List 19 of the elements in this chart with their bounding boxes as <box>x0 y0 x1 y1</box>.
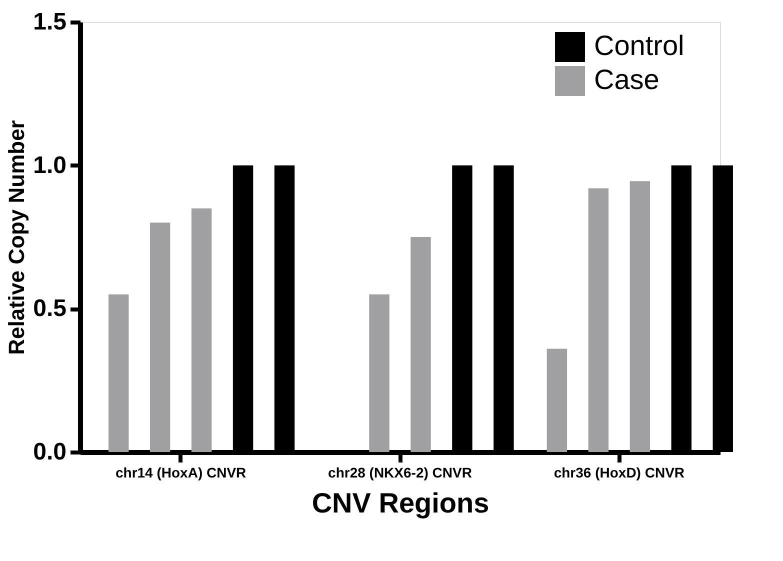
y-tick-label: 1.0 <box>33 152 66 179</box>
bar <box>191 208 212 452</box>
x-tick-label: chr28 (NKX6-2) CNVR <box>328 464 472 480</box>
y-axis-title: Relative Copy Number <box>4 120 30 355</box>
legend-label: Control <box>594 30 684 61</box>
bar <box>108 294 129 452</box>
bar <box>588 188 609 452</box>
legend-label: Case <box>594 64 660 95</box>
bar <box>410 237 431 452</box>
y-tick-label: 1.5 <box>33 8 66 36</box>
x-tick-label: chr14 (HoxA) CNVR <box>115 464 246 480</box>
bar <box>369 294 390 452</box>
bar <box>546 348 568 452</box>
bar <box>630 181 650 452</box>
y-tick-label: 0.0 <box>33 438 66 466</box>
x-axis-title: CNV Regions <box>312 488 490 518</box>
x-tick-label: chr36 (HoxD) CNVR <box>554 464 685 480</box>
bar <box>150 222 170 452</box>
y-tick-label: 0.5 <box>33 295 66 322</box>
